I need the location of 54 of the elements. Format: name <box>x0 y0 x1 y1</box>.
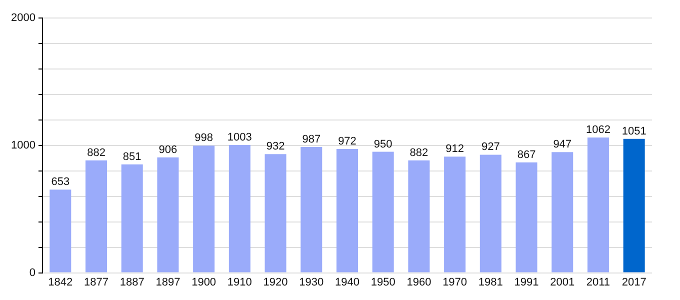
data-label: 998 <box>194 132 213 144</box>
bar <box>552 152 574 272</box>
x-tick-label: 1897 <box>156 276 180 288</box>
data-label: 947 <box>553 138 572 151</box>
bar <box>157 157 179 272</box>
x-tick-label: 1930 <box>299 276 324 288</box>
bar <box>480 154 502 272</box>
x-tick-label: 1981 <box>478 276 503 288</box>
data-label: 867 <box>517 148 536 161</box>
x-tick-label: 1920 <box>263 276 288 288</box>
x-tick-label: 1910 <box>227 276 252 288</box>
x-tick-label: 1950 <box>370 276 396 288</box>
data-label: 950 <box>374 138 392 150</box>
bar <box>372 152 394 272</box>
data-label: 987 <box>302 134 321 146</box>
bar <box>516 162 538 272</box>
bar <box>300 147 322 272</box>
data-label: 1003 <box>227 132 252 144</box>
y-tick-label: 2000 <box>10 12 36 24</box>
bar <box>444 156 466 272</box>
bar <box>50 190 72 272</box>
x-tick-label: 1900 <box>192 276 216 288</box>
x-tick-label: 1887 <box>120 276 144 288</box>
data-label: 851 <box>122 150 142 163</box>
x-tick-label: 1970 <box>442 276 468 288</box>
bar <box>264 154 286 272</box>
x-tick-label: 1940 <box>334 276 360 288</box>
bar <box>121 164 143 272</box>
x-tick-label: 1877 <box>84 276 108 288</box>
data-label: 882 <box>410 146 428 159</box>
x-tick-label: 2017 <box>622 276 646 288</box>
data-label: 972 <box>338 136 356 148</box>
data-label: 912 <box>446 143 464 156</box>
bar <box>85 160 108 272</box>
data-label: 906 <box>158 144 178 156</box>
x-tick-label: 1960 <box>406 276 432 288</box>
x-tick-label: 1842 <box>48 276 73 288</box>
bar <box>587 138 609 272</box>
x-tick-label: 1991 <box>514 276 539 288</box>
bar <box>623 138 645 272</box>
data-label: 653 <box>51 176 70 188</box>
data-label: 927 <box>481 141 500 154</box>
y-tick-label: 0 <box>29 266 36 279</box>
data-label: 1062 <box>586 124 610 136</box>
data-label: 1051 <box>622 125 646 138</box>
data-label: 882 <box>87 146 106 159</box>
y-tick-label: 1000 <box>10 139 36 152</box>
data-label: 932 <box>266 140 285 153</box>
bar <box>336 148 358 272</box>
x-tick-label: 2001 <box>550 276 575 288</box>
bar <box>408 160 430 272</box>
bar <box>193 146 215 272</box>
x-tick-label: 2011 <box>586 276 610 288</box>
bar <box>228 145 250 272</box>
